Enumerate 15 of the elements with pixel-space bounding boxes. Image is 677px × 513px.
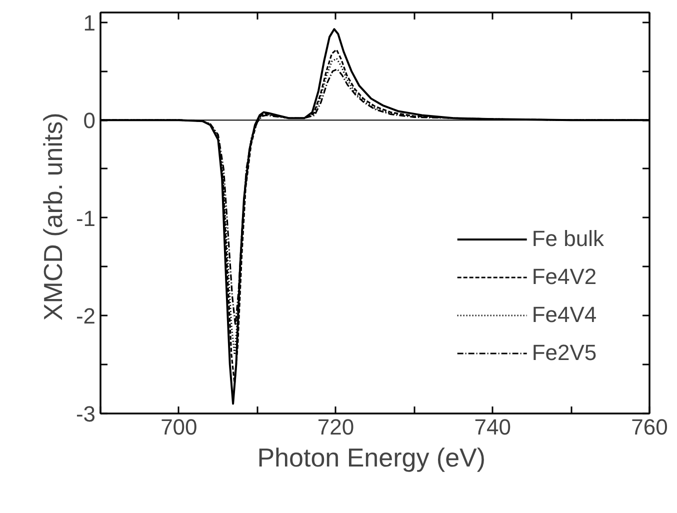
x-tick-label: 720 bbox=[317, 414, 354, 440]
legend-label: Fe4V2 bbox=[532, 263, 597, 291]
y-tick-label: -3 bbox=[76, 402, 96, 426]
legend-label: Fe2V5 bbox=[532, 339, 597, 367]
legend-label: Fe4V4 bbox=[532, 301, 597, 329]
y-tick-label: -2 bbox=[76, 304, 96, 329]
y-tick-label: 0 bbox=[83, 108, 96, 134]
x-tick-label: 700 bbox=[160, 414, 198, 440]
x-tick-label: 740 bbox=[474, 414, 512, 440]
y-tick-label: -1 bbox=[76, 206, 96, 231]
x-axis-title: Photon Energy (eV) bbox=[257, 442, 486, 472]
y-tick-label: 1 bbox=[83, 10, 96, 36]
legend-label: Fe bulk bbox=[532, 225, 604, 253]
y-axis-title: XMCD (arb. units) bbox=[38, 112, 68, 321]
x-tick-label: 760 bbox=[631, 414, 668, 440]
